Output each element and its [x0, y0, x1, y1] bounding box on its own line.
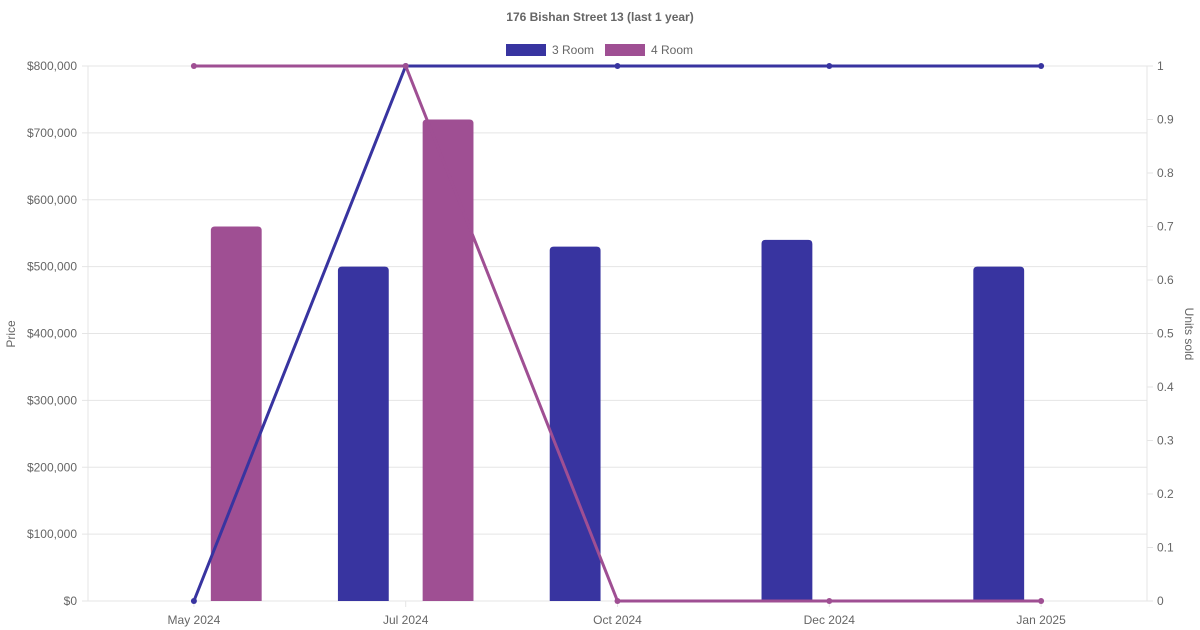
y-left-tick-label: $0: [64, 594, 78, 608]
y-left-tick-label: $800,000: [27, 59, 77, 73]
x-axis: May 2024 Jul 2024 Oct 2024 Dec 2024 Jan 2025: [168, 601, 1066, 627]
y-left-tick-label: $600,000: [27, 193, 77, 207]
y-axis-left: $0 $100,000 $200,000 $300,000 $400,000 $500,0…: [27, 59, 88, 608]
bar-3-room[interactable]: [761, 239, 813, 601]
y-right-tick-label: 0: [1157, 594, 1164, 608]
bar-3-room[interactable]: [973, 266, 1025, 601]
y-right-tick-label: 0.4: [1157, 380, 1174, 394]
point-3-room[interactable]: [190, 598, 197, 604]
x-tick-label: Jul 2024: [383, 613, 429, 627]
bar-4-room[interactable]: [210, 226, 262, 602]
legend-swatch-3-room: [506, 44, 546, 56]
y-left-tick-label: $100,000: [27, 527, 77, 541]
legend: 3 Room 4 Room: [506, 43, 693, 57]
x-tick-label: May 2024: [168, 613, 221, 627]
x-tick-label: Jan 2025: [1016, 613, 1066, 627]
y-right-tick-label: 0.1: [1157, 541, 1174, 555]
y-left-tick-label: $300,000: [27, 393, 77, 407]
y-left-tick-label: $500,000: [27, 260, 77, 274]
bar-3-room[interactable]: [549, 246, 601, 601]
point-4-room[interactable]: [1038, 598, 1045, 604]
y-axis-right: 0 0.1 0.2 0.3 0.4 0.5 0.6 0.7 0.8 0.9 1: [1147, 59, 1174, 608]
legend-item-3-room[interactable]: 3 Room: [506, 43, 594, 57]
legend-swatch-4-room: [605, 44, 645, 56]
bars: [210, 119, 1025, 602]
chart-title: 176 Bishan Street 13 (last 1 year): [506, 10, 693, 24]
point-4-room[interactable]: [190, 63, 197, 69]
x-tick-label: Dec 2024: [804, 613, 856, 627]
bar-4-room[interactable]: [422, 119, 474, 602]
y-right-tick-label: 0.8: [1157, 166, 1174, 180]
point-4-room[interactable]: [826, 598, 833, 604]
y-left-tick-label: $700,000: [27, 126, 77, 140]
y-axis-left-title: Price: [4, 320, 18, 348]
y-right-tick-label: 0.5: [1157, 327, 1174, 341]
point-3-room[interactable]: [1038, 63, 1045, 69]
point-4-room[interactable]: [402, 63, 409, 69]
y-right-tick-label: 0.2: [1157, 487, 1174, 501]
points: [190, 63, 1045, 604]
legend-label-4-room: 4 Room: [651, 43, 693, 57]
legend-item-4-room[interactable]: 4 Room: [605, 43, 693, 57]
legend-label-3-room: 3 Room: [552, 43, 594, 57]
point-3-room[interactable]: [614, 63, 621, 69]
y-left-tick-label: $200,000: [27, 460, 77, 474]
bar-3-room[interactable]: [337, 266, 389, 601]
point-3-room[interactable]: [826, 63, 833, 69]
y-right-tick-label: 1: [1157, 59, 1164, 73]
point-4-room[interactable]: [614, 598, 621, 604]
y-axis-right-title: Units sold: [1182, 308, 1196, 361]
y-right-tick-label: 0.3: [1157, 434, 1174, 448]
y-right-tick-label: 0.9: [1157, 113, 1174, 127]
y-left-tick-label: $400,000: [27, 327, 77, 341]
x-tick-label: Oct 2024: [593, 613, 642, 627]
y-right-tick-label: 0.7: [1157, 220, 1174, 234]
y-right-tick-label: 0.6: [1157, 273, 1174, 287]
